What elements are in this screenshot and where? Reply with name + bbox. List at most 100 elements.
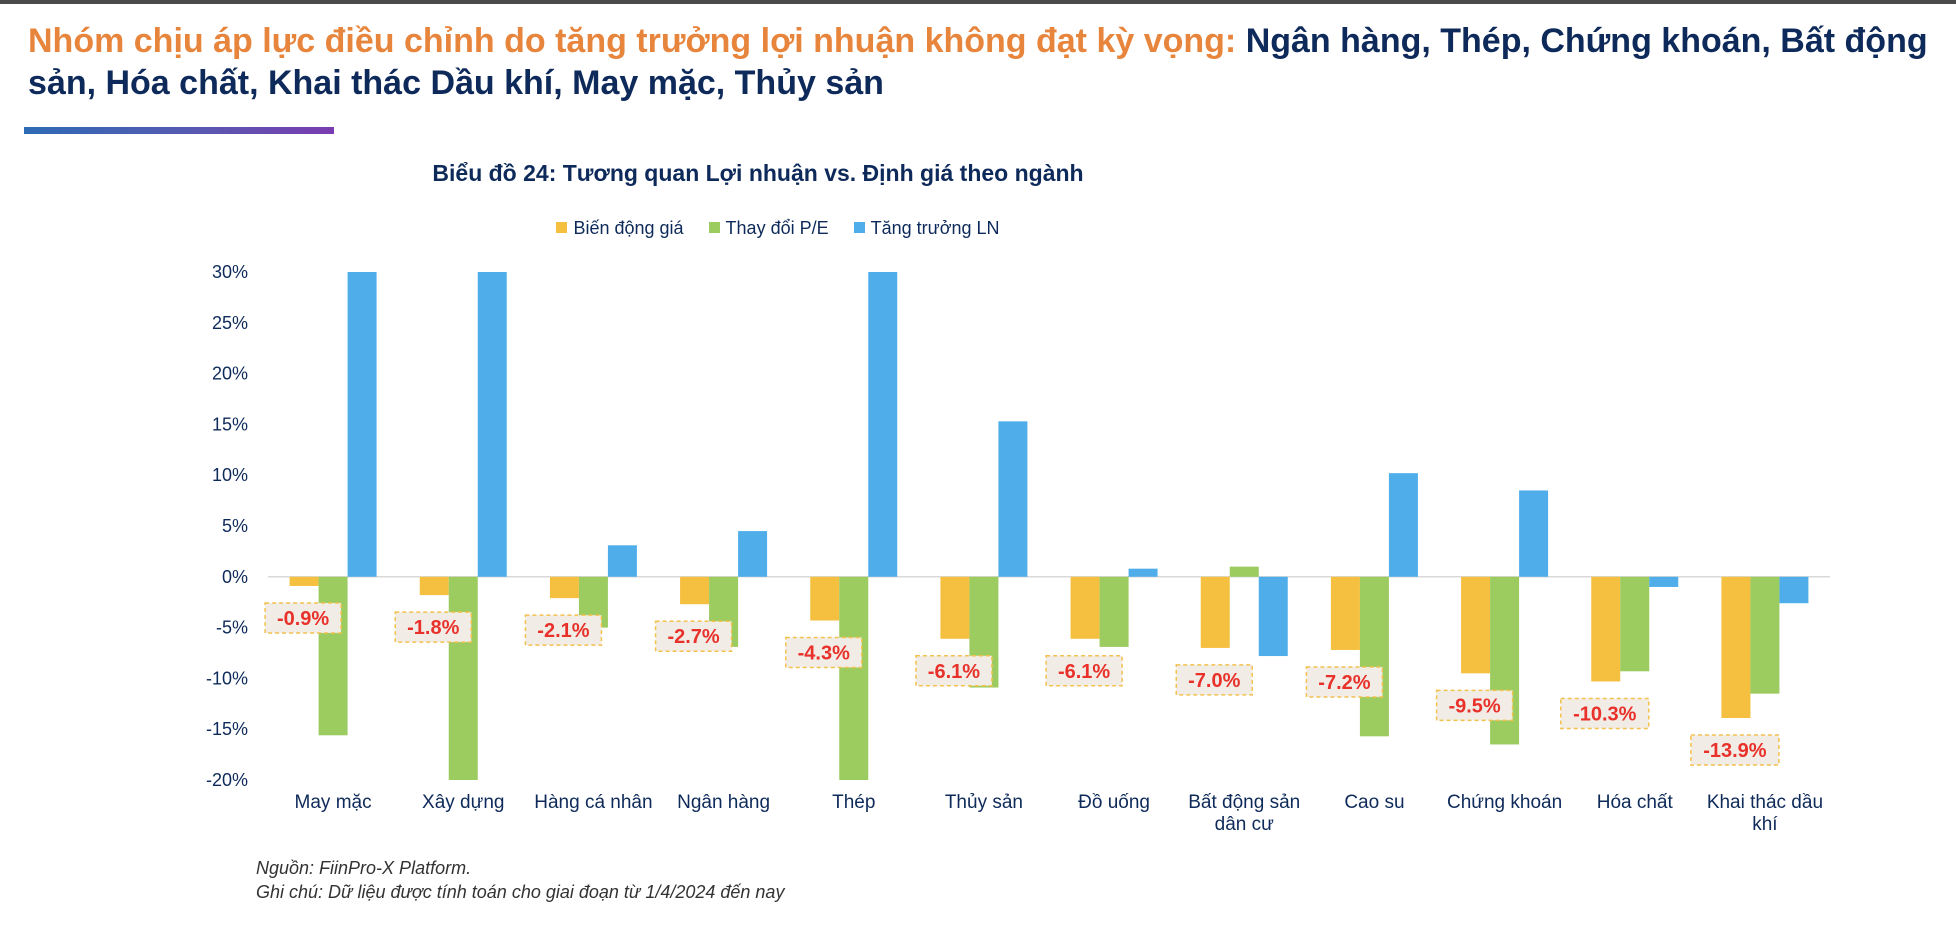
data-label-box (654, 620, 733, 652)
headline-lead: Nhóm chịu áp lực điều chỉnh do tăng trưở… (28, 22, 1237, 60)
bar (839, 576, 869, 780)
bar (1519, 490, 1549, 577)
data-label: -13.9% (1703, 740, 1767, 762)
bar (549, 576, 579, 599)
data-label-box (785, 636, 863, 669)
bar (1359, 576, 1389, 737)
bar (318, 576, 348, 736)
x-category-label: Hàng cá nhân (534, 792, 652, 813)
bar (419, 576, 449, 596)
x-category-label: Bất động sản (1188, 792, 1300, 813)
bar (347, 272, 377, 577)
data-label-box (915, 655, 993, 687)
chart-legend: Biến động giá Thay đổi P/E Tăng trưởng L… (0, 218, 1556, 239)
bar (477, 272, 507, 577)
bar (448, 576, 478, 780)
x-category-label: Cao su (1344, 792, 1404, 813)
data-label-box (524, 614, 603, 646)
x-category-label: Chứng khoán (1447, 792, 1562, 813)
bar (680, 576, 710, 605)
data-label: -2.7% (667, 626, 719, 648)
bar (940, 576, 970, 639)
bar (1721, 576, 1751, 719)
legend-label-profit: Tăng trưởng LN (870, 218, 1000, 238)
data-label: -6.1% (928, 661, 980, 683)
legend-label-price: Biến động giá (573, 218, 684, 238)
data-label: -0.9% (277, 608, 329, 630)
bar (1620, 576, 1650, 672)
bar (1200, 576, 1230, 648)
top-rule (0, 0, 1956, 4)
data-label: -9.5% (1448, 695, 1500, 717)
data-label-box (394, 611, 472, 643)
bar (1388, 473, 1418, 577)
bar (810, 576, 840, 621)
bar (1591, 576, 1621, 682)
legend-label-pe: Thay đổi P/E (725, 218, 829, 238)
x-category-label: Ngân hàng (677, 792, 770, 813)
bar (1649, 576, 1679, 587)
x-category-label: khí (1752, 814, 1778, 835)
y-tick-label: 15% (212, 414, 248, 434)
page-headline: Nhóm chịu áp lực điều chỉnh do tăng trưở… (28, 20, 1928, 104)
data-label: -6.1% (1058, 661, 1110, 683)
legend-item-pe: Thay đổi P/E (708, 218, 829, 239)
data-label-box (1305, 666, 1384, 698)
x-category-label: Khai thác dầu (1707, 792, 1823, 813)
bar (1461, 576, 1491, 674)
data-label-box (1045, 655, 1123, 687)
bar (1258, 576, 1288, 657)
data-label-box (1560, 697, 1650, 730)
y-tick-label: 25% (212, 313, 248, 333)
data-label-box (1175, 664, 1253, 696)
y-tick-label: -10% (206, 668, 248, 688)
y-tick-label: 10% (212, 465, 248, 485)
bar (738, 531, 768, 577)
x-category-label: Hóa chất (1597, 792, 1674, 813)
legend-swatch-price (556, 222, 568, 233)
legend-swatch-profit (853, 222, 865, 233)
bar (1070, 576, 1100, 639)
chart-title: Biểu đồ 24: Tương quan Lợi nhuận vs. Địn… (432, 160, 1084, 186)
x-category-label: Đồ uống (1078, 792, 1150, 813)
source-note: Nguồn: FiinPro-X Platform. (256, 858, 472, 878)
legend-item-price: Biến động giá (556, 218, 684, 239)
bar (1779, 576, 1809, 604)
y-tick-label: 0% (222, 567, 248, 587)
data-label: -1.8% (407, 617, 459, 639)
data-label: -7.2% (1318, 672, 1370, 694)
data-label: -2.1% (537, 620, 589, 642)
headline-rest: Ngân hàng, Thép, Chứng khoán, Bất động s… (28, 22, 1928, 102)
bar (607, 545, 637, 577)
bar (998, 421, 1028, 577)
data-label-box (1690, 734, 1780, 766)
legend-swatch-pe (708, 222, 720, 233)
data-label-box (264, 602, 342, 634)
y-tick-label: -5% (216, 618, 248, 638)
y-tick-label: 20% (212, 364, 248, 384)
data-label-box (1435, 689, 1514, 722)
y-tick-label: 5% (222, 516, 248, 536)
bar (289, 576, 319, 586)
bar (1099, 576, 1129, 647)
y-tick-label: -20% (206, 770, 248, 790)
y-tick-label: -15% (206, 719, 248, 739)
bar (1330, 576, 1360, 650)
bar (1128, 568, 1158, 577)
x-category-label: Thép (832, 792, 875, 813)
x-category-label: Thủy sản (945, 792, 1023, 813)
chart-plot: 30% 25% 20% 15% 10% 5% 0% -5% -10% -15% -20% -0.9% -… (206, 262, 1830, 835)
x-category-label: Xây dựng (422, 792, 504, 813)
period-note: Ghi chú: Dữ liệu được tính toán cho giai… (256, 882, 785, 902)
bar (868, 272, 898, 577)
x-category-label: dân cư (1215, 814, 1274, 835)
data-label: -10.3% (1573, 703, 1637, 725)
data-label: -4.3% (798, 642, 850, 664)
y-tick-label: 30% (212, 262, 248, 282)
data-label: -7.0% (1188, 670, 1240, 692)
bar (1750, 576, 1780, 694)
headline-accent-bar (24, 127, 334, 134)
legend-item-profit: Tăng trưởng LN (853, 218, 1000, 239)
x-category-label: May mặc (295, 792, 372, 813)
bar (1229, 566, 1259, 577)
